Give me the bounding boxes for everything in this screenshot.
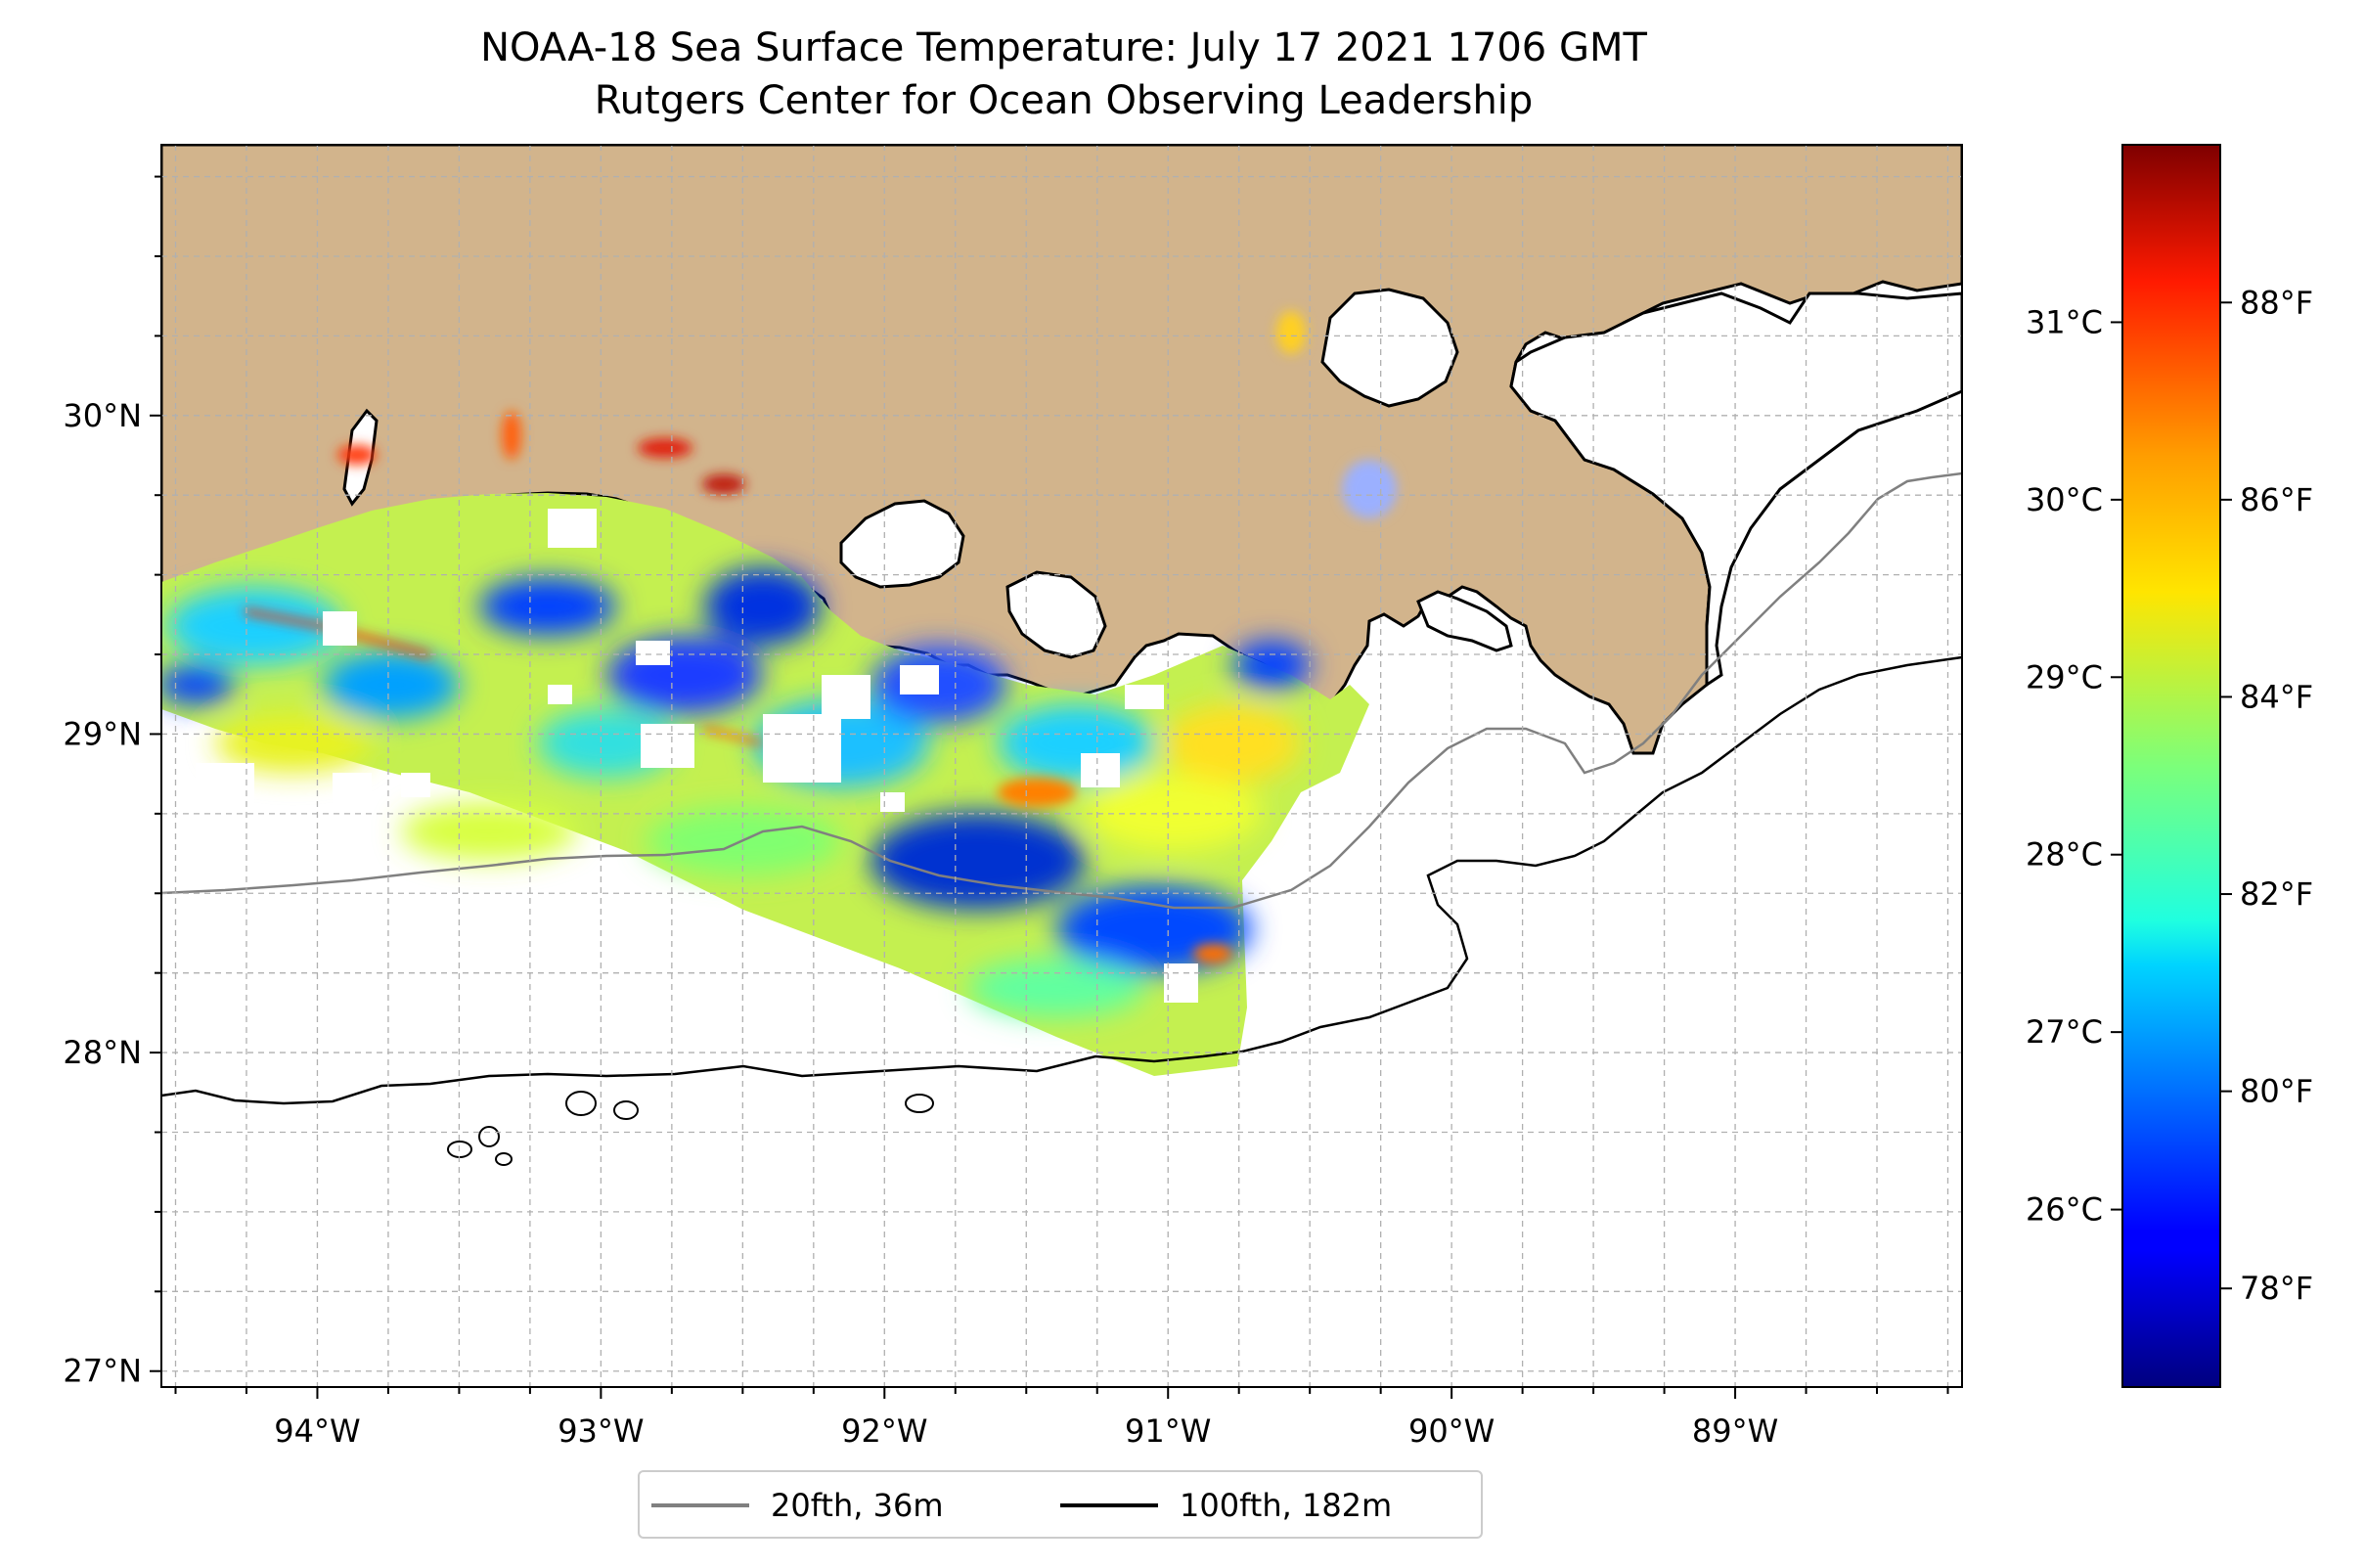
vermilion-bay (839, 499, 965, 589)
lon-tick-label: 90°W (1408, 1412, 1495, 1450)
colorbar-label-c: 30°C (2026, 481, 2103, 518)
lon-tick-label: 91°W (1125, 1412, 1211, 1450)
colorbar-label-f: 78°F (2240, 1270, 2313, 1307)
map-area (161, 145, 1962, 1387)
colorbar-gradient (2121, 144, 2221, 1388)
colorbar: 78°F 80°F 82°F 84°F 86°F 88°F 26°C 27°C 28°C 29°C… (2026, 144, 2313, 1388)
legend-item-100fth: 100fth, 182m (1060, 1484, 1392, 1527)
isobath-100fth (161, 655, 1962, 1105)
chart-title: NOAA-18 Sea Surface Temperature: July 17… (480, 25, 1647, 70)
lake-pontchartrain (1320, 288, 1459, 408)
colorbar-label-c: 31°C (2026, 303, 2103, 340)
lat-tick-label: 27°N (63, 1353, 142, 1390)
legend-label-100fth: 100fth, 182m (1180, 1487, 1393, 1524)
lon-tick-label: 94°W (274, 1412, 360, 1450)
legend-line-gray (651, 1503, 749, 1507)
colorbar-label-f: 84°F (2240, 678, 2313, 715)
inland-sst-blobs (337, 311, 1397, 518)
legend-label-20fth: 20fth, 36m (771, 1487, 944, 1524)
atchafalaya-bay (1005, 570, 1107, 659)
colorbar-label-f: 82°F (2240, 875, 2313, 913)
lon-tick-label: 89°W (1692, 1412, 1778, 1450)
lon-tick-label: 93°W (558, 1412, 644, 1450)
colorbar-label-f: 80°F (2240, 1073, 2313, 1110)
barataria-bay (1416, 590, 1513, 652)
islands-outline (447, 1091, 934, 1166)
legend-item-20fth: 20fth, 36m (651, 1484, 943, 1527)
sst-swath (161, 493, 1369, 1076)
legend-line-black (1060, 1503, 1158, 1507)
lat-tick-label: 30°N (63, 397, 142, 434)
lat-tick-label: 28°N (63, 1034, 142, 1071)
mississippi-sound (1509, 291, 1962, 688)
lat-tick-label: 29°N (63, 715, 142, 752)
gridlines (161, 145, 1962, 1387)
isobath-20fth (161, 471, 1962, 910)
chart-subtitle: Rutgers Center for Ocean Observing Leade… (594, 78, 1534, 123)
colorbar-ticks: 78°F 80°F 82°F 84°F 86°F 88°F 26°C 27°C 28°C 29°C… (2026, 284, 2313, 1307)
cloud-gaps (196, 509, 1198, 1003)
colorbar-label-c: 26°C (2026, 1191, 2103, 1229)
map-frame (160, 144, 1963, 1388)
lon-tick-label: 92°W (841, 1412, 927, 1450)
axis-ticks: 94°W 93°W 92°W 91°W 90°W 89°W 27°N 28°N 29°N 30°N (63, 175, 1949, 1450)
colorbar-label-f: 88°F (2240, 284, 2313, 321)
colorbar-label-c: 27°C (2026, 1013, 2103, 1051)
isobath-legend: 20fth, 36m 100fth, 182m (638, 1470, 1483, 1539)
colorbar-label-c: 28°C (2026, 836, 2103, 874)
colorbar-label-f: 86°F (2240, 481, 2313, 518)
colorbar-label-c: 29°C (2026, 658, 2103, 695)
